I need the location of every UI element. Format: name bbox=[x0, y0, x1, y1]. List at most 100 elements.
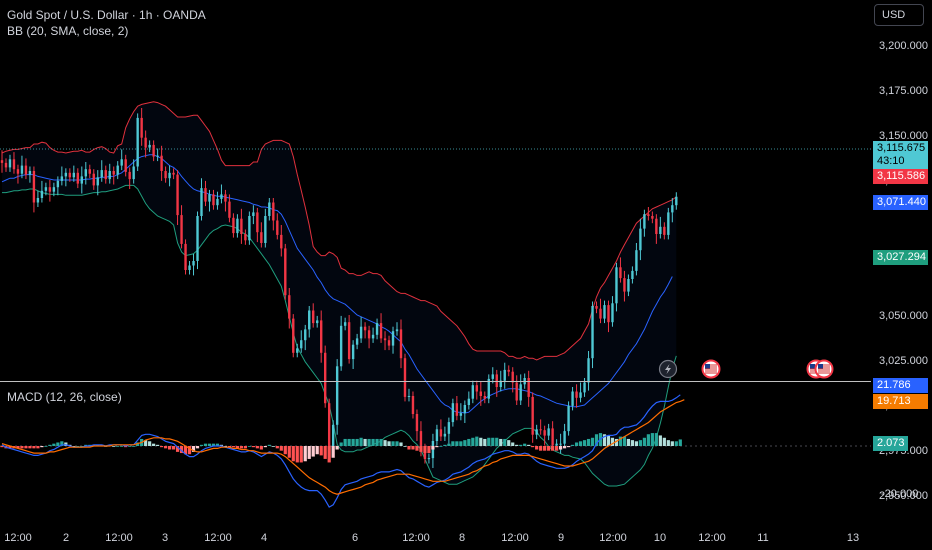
histogram-bar bbox=[431, 446, 435, 450]
histogram-bar bbox=[227, 446, 232, 448]
histogram-bar bbox=[339, 442, 343, 446]
flash-icon bbox=[658, 359, 678, 379]
candle-body bbox=[643, 214, 646, 229]
candle-up bbox=[28, 166, 32, 183]
candle-down bbox=[507, 365, 510, 377]
candle-up bbox=[431, 433, 435, 468]
candle-up bbox=[268, 198, 271, 221]
candle-body bbox=[495, 374, 498, 387]
histogram-bar bbox=[491, 437, 495, 446]
candle-body bbox=[316, 320, 319, 324]
histogram-bar bbox=[566, 446, 571, 448]
candle-up bbox=[547, 423, 550, 441]
histogram-bar bbox=[207, 443, 212, 446]
histogram-bar bbox=[459, 441, 463, 446]
histogram-bar bbox=[467, 438, 471, 446]
candle-up bbox=[208, 189, 211, 212]
histogram-bar bbox=[511, 442, 515, 446]
candle-body bbox=[451, 403, 455, 423]
candle-body bbox=[288, 295, 291, 319]
candle-body bbox=[24, 165, 28, 175]
candle-down bbox=[92, 169, 95, 190]
candle-down bbox=[76, 168, 80, 189]
candle-body bbox=[331, 424, 335, 449]
candle-down bbox=[623, 270, 626, 302]
histogram-bar bbox=[271, 446, 275, 447]
macd-value-tag: 21.786 bbox=[873, 378, 928, 393]
candle-body bbox=[268, 202, 271, 216]
candle-body bbox=[627, 279, 630, 292]
candle-body bbox=[144, 137, 147, 148]
candle-body bbox=[379, 323, 383, 339]
candle-up bbox=[535, 424, 538, 440]
histogram-bar bbox=[439, 446, 443, 447]
macd-indicator-label[interactable]: MACD (12, 26, close) bbox=[7, 390, 122, 404]
candle-down bbox=[88, 164, 91, 179]
currency-button[interactable]: USD bbox=[874, 4, 924, 26]
macd-tick-label: -20.000 bbox=[881, 488, 918, 500]
candle-body bbox=[84, 169, 87, 177]
histogram-bar bbox=[231, 446, 236, 448]
candle-body bbox=[292, 318, 295, 353]
time-tick-label: 3 bbox=[162, 532, 168, 544]
candle-up bbox=[643, 209, 646, 237]
candle-body bbox=[363, 326, 367, 331]
candle-body bbox=[639, 228, 642, 251]
symbol-title[interactable]: Gold Spot / U.S. Dollar · 1h · OANDA bbox=[7, 8, 206, 22]
candle-body bbox=[264, 216, 267, 243]
candle-up bbox=[96, 170, 99, 196]
candle-body bbox=[20, 165, 24, 174]
flag-canton bbox=[810, 364, 815, 369]
bb-indicator-label[interactable]: BB (20, SMA, close, 2) bbox=[7, 24, 129, 38]
histogram-bar bbox=[179, 446, 184, 454]
histogram-bar bbox=[614, 438, 619, 446]
histogram-bar bbox=[535, 446, 539, 450]
candle-body bbox=[567, 405, 570, 432]
candle-up bbox=[44, 182, 48, 196]
candle-body bbox=[272, 202, 275, 221]
histogram-bar bbox=[315, 446, 319, 455]
histogram-bar bbox=[239, 446, 243, 449]
candle-body bbox=[44, 187, 48, 191]
candle-up bbox=[603, 300, 606, 324]
candle-up bbox=[248, 211, 251, 245]
histogram-bar bbox=[495, 437, 499, 446]
histogram-bar bbox=[347, 438, 351, 446]
histogram-bar bbox=[275, 446, 279, 449]
candle-up bbox=[132, 159, 135, 184]
histogram-value-tag: 2.073 bbox=[873, 436, 908, 451]
candle-down bbox=[387, 335, 391, 351]
histogram-bar bbox=[503, 438, 507, 446]
histogram-bar bbox=[327, 446, 331, 463]
candle-down bbox=[531, 392, 534, 443]
histogram-bar bbox=[670, 441, 674, 446]
candle-body bbox=[491, 374, 494, 379]
candle-body bbox=[32, 171, 36, 203]
candle-down bbox=[16, 164, 20, 184]
candle-up bbox=[116, 161, 119, 180]
candle-down bbox=[655, 214, 658, 244]
candle-body bbox=[587, 358, 590, 383]
candle-body bbox=[591, 306, 594, 359]
candle-body bbox=[395, 329, 399, 332]
histogram-bar bbox=[367, 438, 371, 446]
candle-body bbox=[583, 382, 586, 393]
candle-body bbox=[507, 369, 510, 372]
candle-body bbox=[216, 198, 219, 206]
candle-up bbox=[639, 218, 642, 261]
candle-body bbox=[399, 329, 403, 359]
histogram-bar bbox=[642, 437, 646, 446]
candle-down bbox=[0, 150, 4, 173]
candle-up bbox=[559, 433, 562, 454]
histogram-bar bbox=[44, 446, 48, 447]
candle-body bbox=[635, 250, 638, 271]
candle-body bbox=[599, 308, 602, 319]
histogram-bar bbox=[307, 446, 311, 459]
histogram-bar bbox=[622, 436, 627, 446]
candle-down bbox=[152, 140, 155, 162]
candle-body bbox=[335, 366, 339, 425]
histogram-bar bbox=[391, 441, 395, 446]
candle-body bbox=[619, 267, 622, 279]
histogram-bar bbox=[487, 437, 491, 446]
